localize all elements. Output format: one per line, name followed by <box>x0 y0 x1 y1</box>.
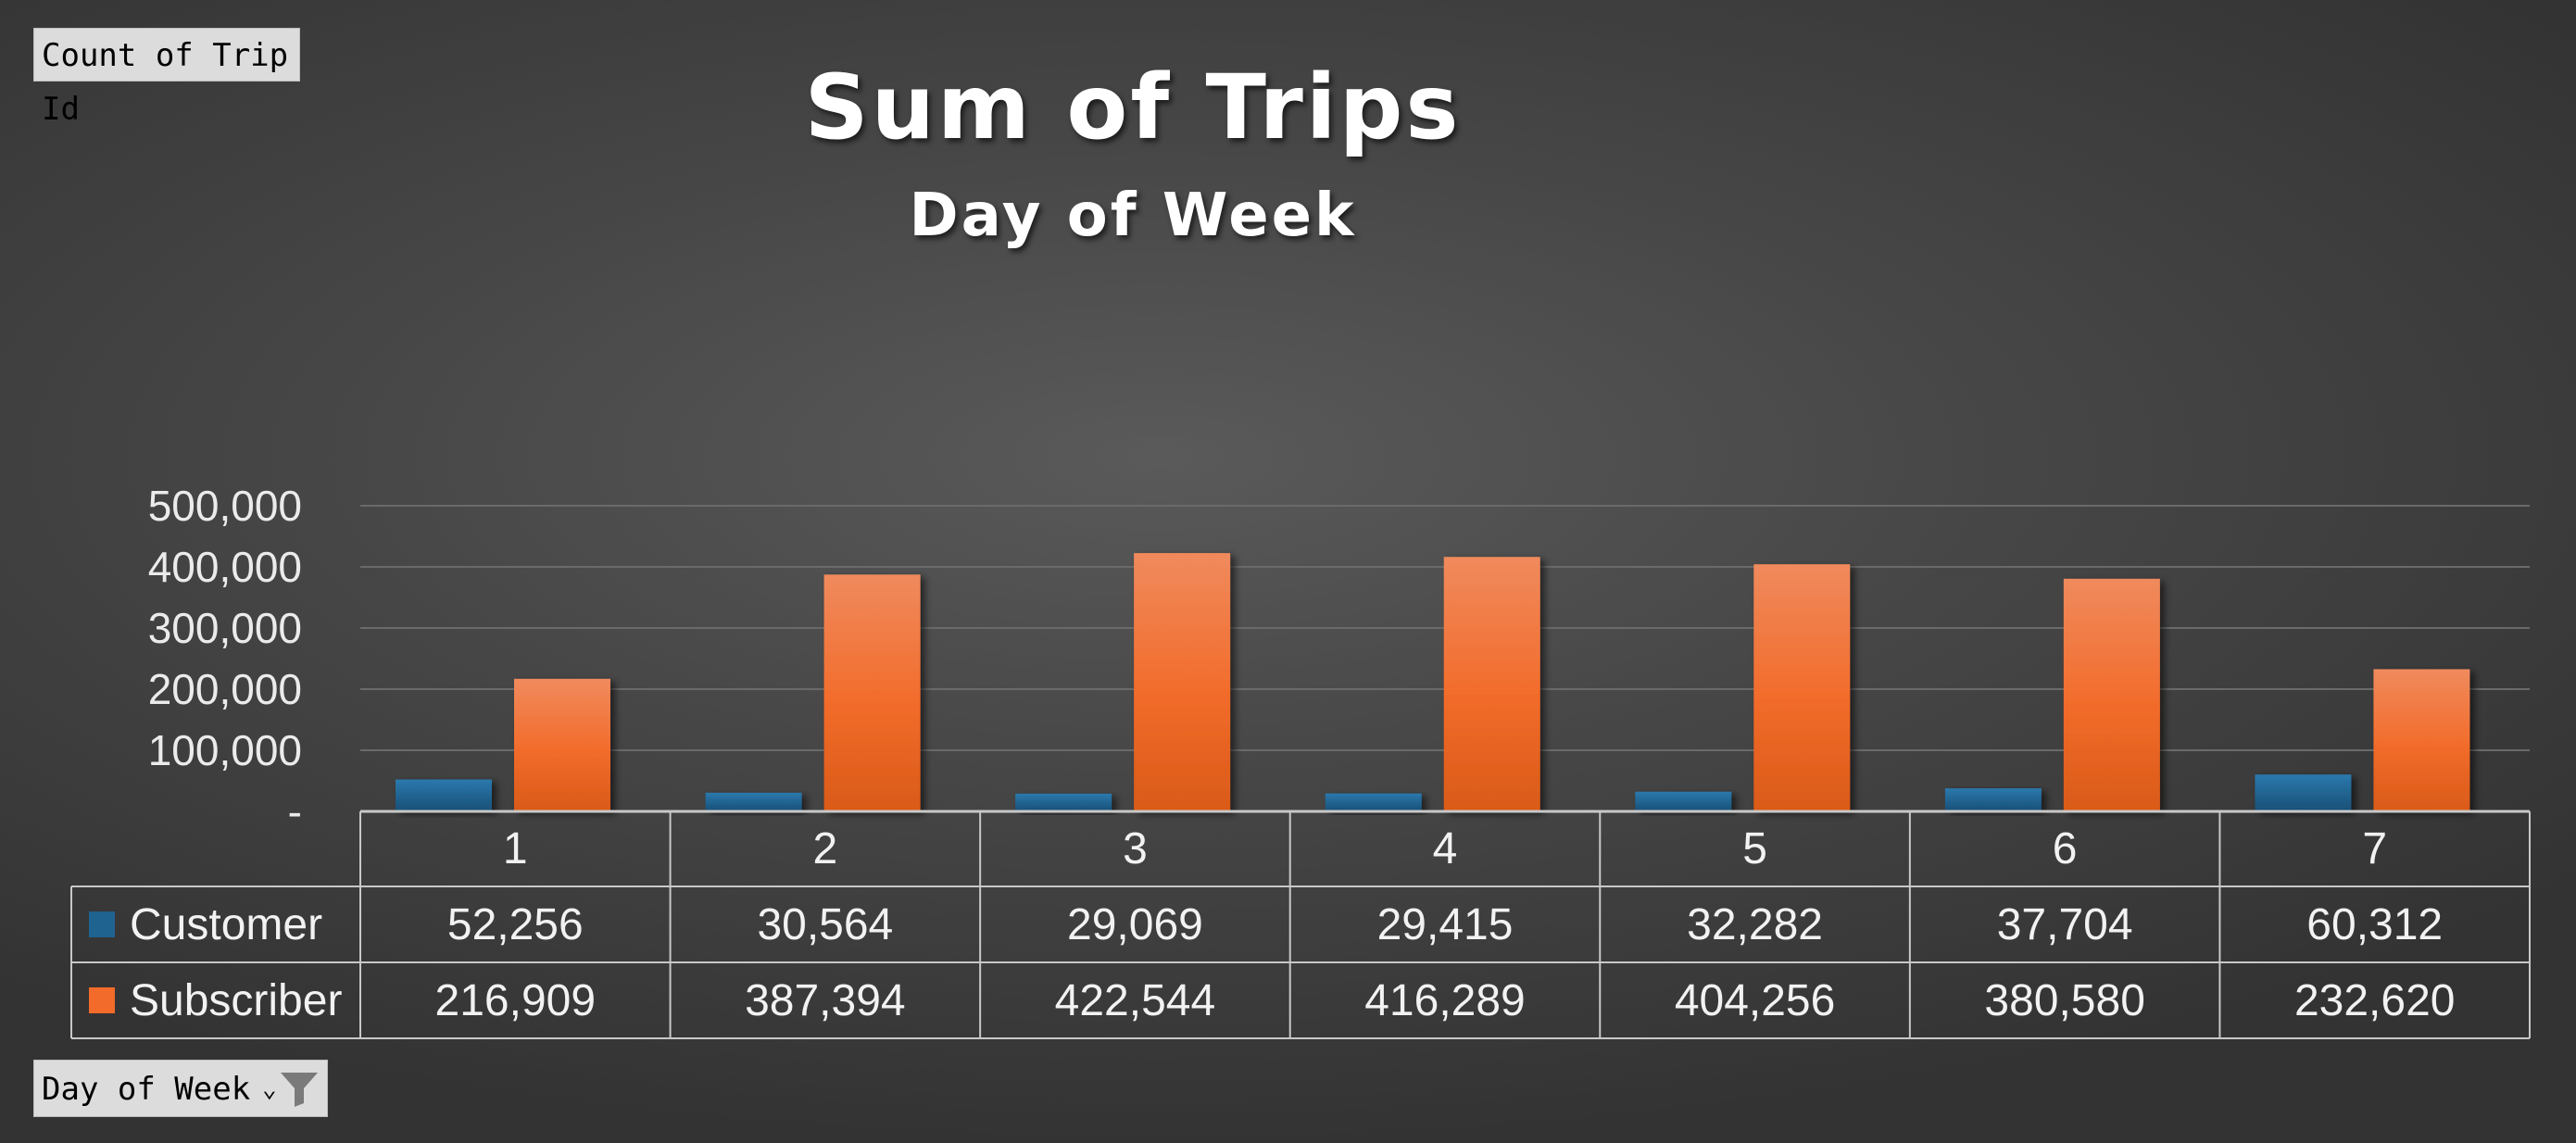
series-name-customer: Customer <box>130 900 322 949</box>
chart-subtitle: Day of Week <box>909 182 1357 250</box>
bar-customer-3 <box>1015 793 1112 811</box>
x-category-label: 2 <box>813 824 838 873</box>
data-table-value: 380,580 <box>1984 976 2145 1025</box>
bar-subscriber-7 <box>2373 669 2470 811</box>
y-tick-label: - <box>288 787 302 835</box>
data-table-value: 37,704 <box>1997 900 2133 949</box>
y-tick-label: 400,000 <box>148 543 302 591</box>
data-table-value: 60,312 <box>2306 900 2443 949</box>
y-tick-label: 300,000 <box>148 604 302 652</box>
x-category-label: 6 <box>2053 824 2078 873</box>
series-name-subscriber: Subscriber <box>130 976 342 1025</box>
data-table-value: 422,544 <box>1055 976 1216 1025</box>
bar-subscriber-2 <box>823 574 921 811</box>
bar-customer-4 <box>1325 793 1422 811</box>
count-of-trip-id-label: Count of Trip Id <box>42 37 289 128</box>
data-table-value: 52,256 <box>447 900 584 949</box>
dropdown-arrow-icon: ⌄ <box>262 1075 277 1103</box>
x-category-label: 7 <box>2362 824 2387 873</box>
bar-subscriber-5 <box>1753 564 1851 811</box>
data-table-value: 387,394 <box>745 976 906 1025</box>
bar-subscriber-6 <box>2063 578 2160 811</box>
data-table-value: 30,564 <box>757 900 893 949</box>
bar-customer-6 <box>1944 788 2042 811</box>
y-tick-label: 500,000 <box>148 482 302 530</box>
legend-key-customer <box>89 911 115 937</box>
bar-customer-7 <box>2255 774 2352 811</box>
bar-subscriber-3 <box>1134 553 1231 811</box>
y-tick-label: 200,000 <box>148 665 302 713</box>
data-table-value: 232,620 <box>2294 976 2456 1025</box>
data-table-value: 29,069 <box>1067 900 1203 949</box>
day-of-week-label: Day of Week <box>42 1071 251 1108</box>
bar-subscriber-1 <box>514 678 610 811</box>
bar-customer-5 <box>1635 791 1732 811</box>
bar-customer-1 <box>396 779 492 811</box>
x-category-label: 5 <box>1742 824 1767 873</box>
day-of-week-field-button[interactable]: Day of Week ⌄ <box>33 1060 328 1117</box>
x-category-label: 3 <box>1123 824 1148 873</box>
data-table-value: 29,415 <box>1377 900 1514 949</box>
chart-title: Sum of Trips <box>804 56 1462 159</box>
funnel-icon[interactable] <box>279 1070 320 1109</box>
data-table-value: 404,256 <box>1675 976 1836 1025</box>
x-category-label: 4 <box>1433 824 1458 873</box>
data-table-value: 416,289 <box>1364 976 1526 1025</box>
legend-key-subscriber <box>89 987 115 1013</box>
x-category-label: 1 <box>503 824 528 873</box>
y-tick-label: 100,000 <box>148 726 302 774</box>
bar-customer-2 <box>705 792 802 811</box>
data-table-value: 32,282 <box>1687 900 1823 949</box>
count-of-trip-id-field-button[interactable]: Count of Trip Id <box>33 28 300 128</box>
data-table-value: 216,909 <box>435 976 597 1025</box>
bar-subscriber-4 <box>1443 557 1540 811</box>
